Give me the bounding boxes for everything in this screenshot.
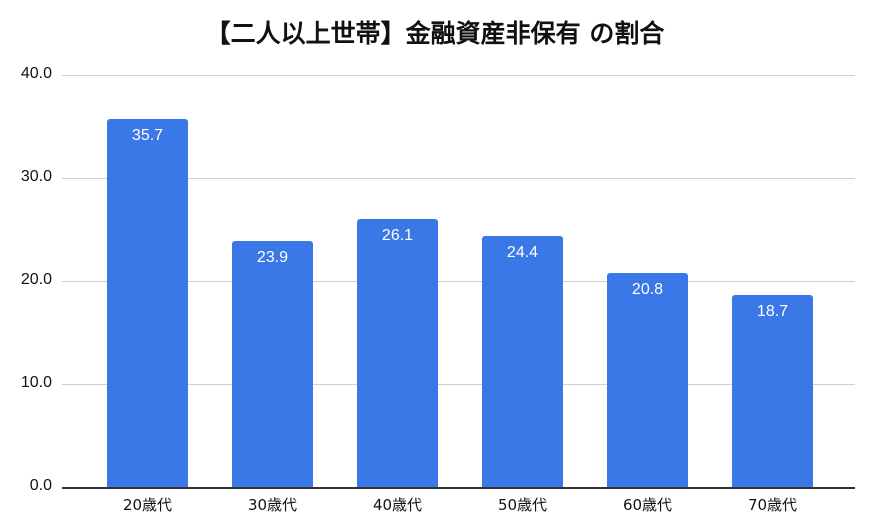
bar-value-label: 24.4	[506, 244, 539, 261]
y-tick-0: 0.0	[29, 477, 52, 494]
bar-value-label: 35.7	[131, 127, 164, 144]
gridline-20	[62, 281, 855, 282]
gridline-10	[62, 384, 855, 385]
x-tick-30s: 30歳代	[247, 496, 298, 514]
x-axis-baseline	[62, 487, 855, 489]
bar-value-label: 23.9	[256, 249, 289, 266]
y-tick-10: 10.0	[20, 374, 52, 391]
x-tick-40s: 40歳代	[372, 496, 423, 514]
y-tick-20: 20.0	[20, 271, 52, 288]
bar-40s: 26.1	[357, 219, 438, 488]
chart-title: 【二人以上世帯】金融資産非保有 の割合	[205, 19, 665, 48]
x-tick-20s: 20歳代	[122, 496, 173, 514]
bar-60s: 20.8	[607, 273, 688, 488]
bar-30s: 23.9	[232, 241, 313, 488]
bar-70s: 18.7	[732, 295, 813, 488]
y-tick-40: 40.0	[20, 65, 52, 82]
bar-value-label: 26.1	[381, 227, 414, 244]
x-tick-50s: 50歳代	[497, 496, 548, 514]
x-tick-70s: 70歳代	[747, 496, 798, 514]
bar-50s: 24.4	[482, 236, 563, 488]
y-tick-30: 30.0	[20, 168, 52, 185]
gridline-30	[62, 178, 855, 179]
gridline-40	[62, 75, 855, 76]
bar-20s: 35.7	[107, 119, 188, 488]
bar-value-label: 18.7	[756, 303, 789, 320]
x-tick-60s: 60歳代	[622, 496, 673, 514]
bar-value-label: 20.8	[631, 281, 664, 298]
